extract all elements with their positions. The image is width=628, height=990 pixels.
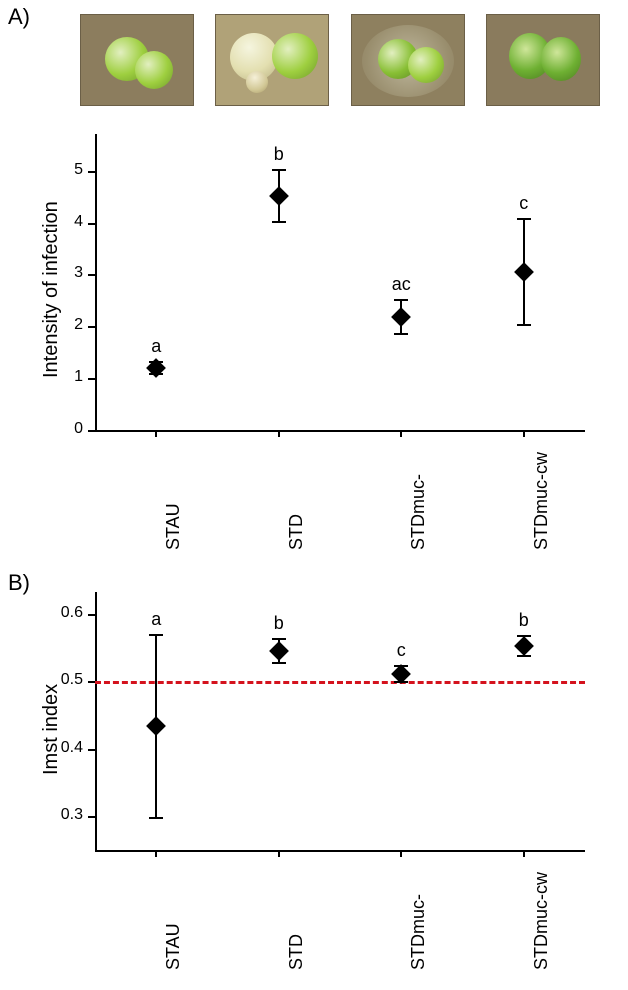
x-tick	[523, 850, 525, 857]
panel-b-plot: 0.30.40.50.6 Imst index abcb STAUSTDSTDm…	[0, 0, 628, 990]
error-cap	[272, 662, 286, 664]
significance-label: a	[151, 609, 161, 630]
y-tick	[88, 749, 95, 751]
x-tick-label: STAU	[163, 923, 184, 970]
x-tick	[155, 850, 157, 857]
significance-label: b	[519, 610, 529, 631]
y-tick	[88, 614, 95, 616]
y-tick-label: 0.3	[45, 806, 83, 824]
y-tick	[88, 816, 95, 818]
figure-root: A) 012345 Intensity of infection	[0, 0, 628, 990]
x-tick-label: STDmuc-	[408, 894, 429, 970]
data-point	[146, 716, 166, 736]
panel-b-reference-line	[95, 681, 585, 684]
x-tick	[400, 850, 402, 857]
significance-label: c	[397, 640, 406, 661]
panel-b-x-axis	[95, 850, 585, 852]
x-tick-label: STD	[286, 934, 307, 970]
data-point	[269, 641, 289, 661]
error-cap	[272, 638, 286, 640]
y-tick	[88, 681, 95, 683]
significance-label: b	[274, 613, 284, 634]
x-tick-label: STDmuc-cw	[531, 872, 552, 970]
panel-b-ylabel: Imst index	[40, 684, 63, 775]
error-cap	[149, 817, 163, 819]
data-point	[514, 636, 534, 656]
x-tick	[278, 850, 280, 857]
panel-b-y-axis	[95, 592, 97, 851]
error-cap	[149, 634, 163, 636]
y-tick-label: 0.6	[45, 604, 83, 622]
